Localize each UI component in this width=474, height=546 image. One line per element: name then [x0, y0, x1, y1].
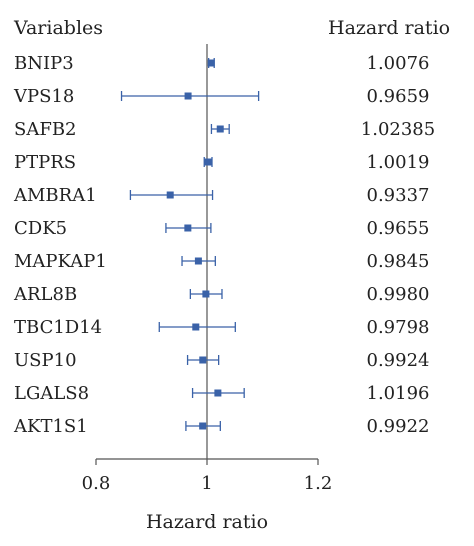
forest-row: USP10 0.9924 [14, 350, 429, 371]
hazard-ratio-value: 1.0196 [367, 383, 430, 404]
forest-row: PTPRS 1.0019 [14, 152, 429, 173]
point-estimate [214, 389, 222, 397]
variable-label: PTPRS [14, 152, 76, 173]
variable-label: MAPKAP1 [14, 251, 107, 272]
hazard-ratio-value: 0.9980 [367, 284, 430, 305]
hazard-ratio-column-header: Hazard ratio [328, 17, 450, 39]
forest-row: AKT1S1 0.9922 [13, 416, 429, 437]
x-tick-label: 0.8 [82, 473, 111, 494]
forest-row: AMBRA1 0.9337 [13, 185, 429, 206]
point-estimate [184, 92, 192, 100]
point-estimate [199, 356, 207, 364]
point-estimate [194, 257, 202, 265]
point-estimate [207, 59, 215, 67]
x-tick-label: 1 [201, 473, 212, 494]
point-estimate [184, 224, 192, 232]
variable-label: ARL8B [13, 284, 77, 305]
hazard-ratio-value: 1.0019 [367, 152, 430, 173]
point-estimate [204, 158, 212, 166]
forest-row: MAPKAP1 0.9845 [14, 251, 429, 272]
forest-rows: BNIP3 1.0076 VPS18 0.9659 SAFB2 1.02385 PTPRS 1… [13, 44, 435, 459]
point-estimate [199, 422, 207, 430]
variables-column-header: Variables [13, 17, 103, 39]
point-estimate [166, 191, 174, 199]
forest-row: SAFB2 1.02385 [14, 119, 435, 140]
hazard-ratio-value: 0.9924 [367, 350, 430, 371]
forest-row: LGALS8 1.0196 [14, 383, 429, 404]
variable-label: VPS18 [13, 86, 74, 107]
variable-label: TBC1D14 [14, 317, 102, 338]
hazard-ratio-value: 0.9337 [367, 185, 430, 206]
forest-row: VPS18 0.9659 [13, 86, 429, 107]
variable-label: AKT1S1 [13, 416, 88, 437]
variable-label: LGALS8 [14, 383, 89, 404]
hazard-ratio-value: 0.9922 [367, 416, 430, 437]
point-estimate [192, 323, 200, 331]
hazard-ratio-value: 0.9845 [367, 251, 430, 272]
x-axis-label: Hazard ratio [146, 511, 268, 533]
forest-row: BNIP3 1.0076 [14, 53, 429, 74]
forest-row: CDK5 0.9655 [14, 218, 429, 239]
forest-row: ARL8B 0.9980 [13, 284, 429, 305]
variable-label: CDK5 [14, 218, 67, 239]
hazard-ratio-value: 1.02385 [361, 119, 435, 140]
variable-label: SAFB2 [14, 119, 77, 140]
forest-row: TBC1D14 0.9798 [14, 317, 429, 338]
hazard-ratio-value: 0.9798 [367, 317, 430, 338]
variable-label: USP10 [14, 350, 77, 371]
point-estimate [202, 290, 210, 298]
variable-label: BNIP3 [14, 53, 74, 74]
point-estimate [216, 125, 224, 133]
hazard-ratio-value: 0.9655 [367, 218, 430, 239]
hazard-ratio-value: 1.0076 [367, 53, 430, 74]
hazard-ratio-value: 0.9659 [367, 86, 430, 107]
variable-label: AMBRA1 [13, 185, 97, 206]
x-axis: 0.8 1 1.2 [82, 458, 333, 494]
x-tick-label: 1.2 [304, 473, 333, 494]
